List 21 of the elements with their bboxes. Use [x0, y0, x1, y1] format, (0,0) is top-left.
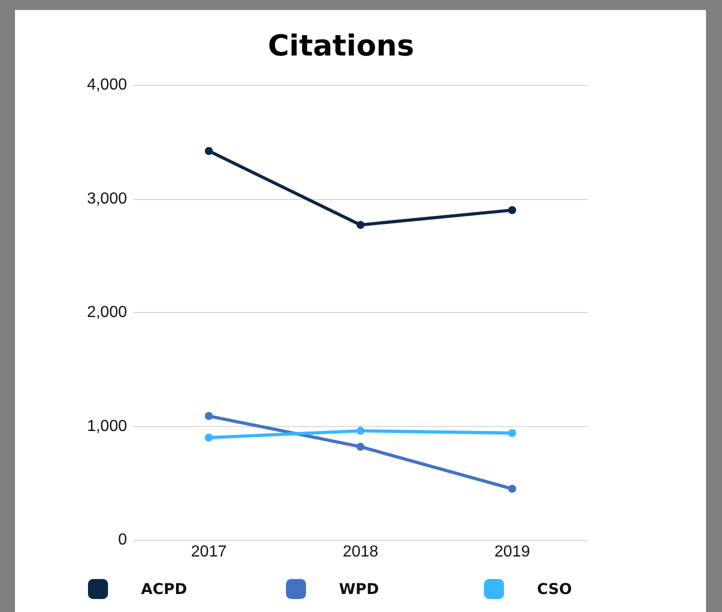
legend-label: ACPD: [141, 580, 188, 598]
y-tick-label: 4,000: [86, 76, 128, 94]
x-tick-label: 2018: [342, 544, 378, 560]
point: [356, 442, 364, 451]
point: [356, 220, 364, 229]
point: [508, 429, 516, 438]
point: [508, 484, 516, 493]
point: [204, 412, 213, 420]
point: [204, 434, 213, 442]
point: [508, 206, 516, 214]
point: [204, 146, 213, 155]
x-tick-label: 2019: [494, 544, 530, 560]
point: [356, 426, 364, 435]
chart-title: Citations: [268, 28, 414, 62]
y-tick-label: 1,000: [86, 418, 128, 435]
y-tick-label: 0: [118, 532, 128, 548]
legend-label: WPD: [339, 580, 379, 598]
x-tick-label: 2017: [191, 544, 227, 560]
legend-label: CSO: [537, 580, 572, 598]
y-tick-label: 2,000: [86, 304, 128, 321]
y-tick-label: 3,000: [86, 190, 128, 208]
